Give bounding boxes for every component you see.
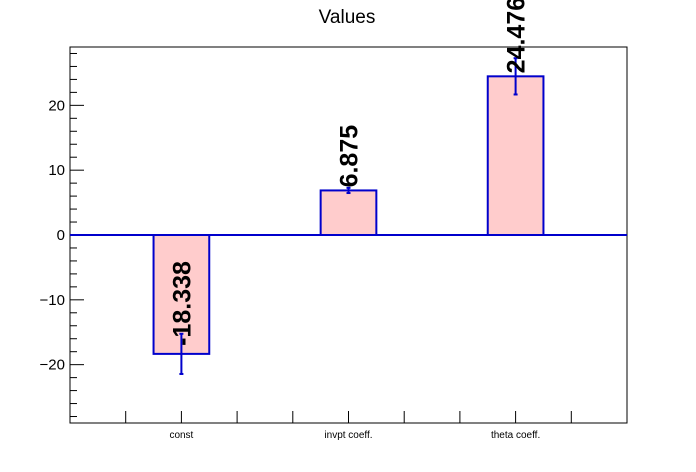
x-category-label: const [169, 430, 193, 441]
x-category-label: invpt coeff. [324, 430, 372, 441]
y-tick-label: 20 [48, 97, 65, 114]
y-tick-label: −10 [40, 292, 65, 309]
bar [319, 189, 378, 236]
bars [152, 75, 545, 355]
x-category-label: theta coeff. [491, 430, 540, 441]
chart-title: Values [319, 7, 376, 28]
data-labels: -18.338 6.875 24.476 [168, 0, 530, 346]
data-label: 6.875 [336, 125, 364, 188]
bar [486, 75, 545, 236]
data-label: -18.338 [168, 261, 196, 346]
x-axis: const invpt coeff. theta coeff. [125, 411, 572, 441]
y-tick-label: −20 [40, 357, 65, 374]
y-axis: −20 −10 0 10 20 [40, 52, 84, 418]
error-bars [179, 57, 518, 375]
y-tick-label: 10 [48, 162, 65, 179]
y-tick-label: 0 [57, 227, 65, 244]
data-label: 24.476 [503, 0, 531, 73]
